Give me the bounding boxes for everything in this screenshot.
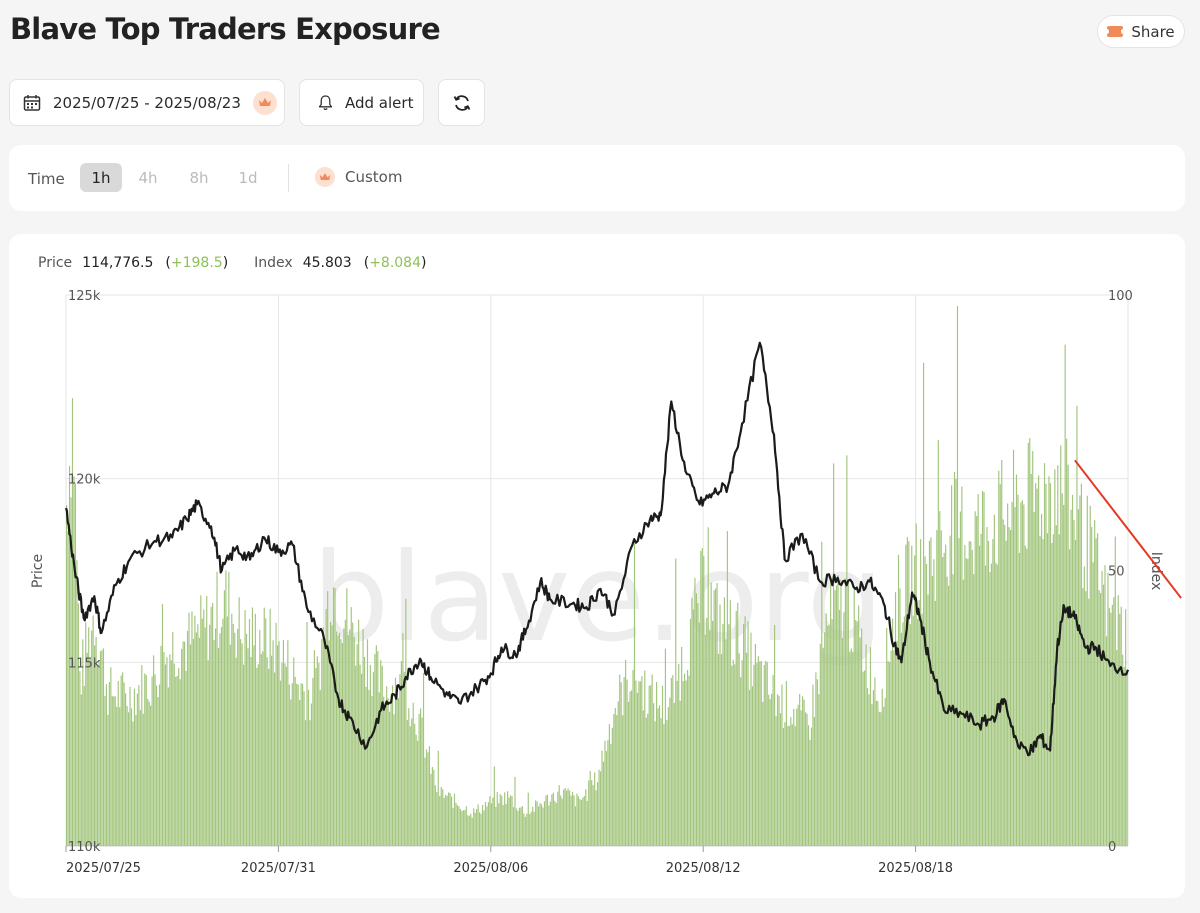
- refresh-button[interactable]: [438, 79, 485, 126]
- share-button[interactable]: Share: [1097, 15, 1185, 48]
- date-range-picker[interactable]: 2025/07/25 - 2025/08/23: [9, 79, 285, 126]
- chart-panel: [9, 234, 1185, 898]
- timeframe-8h[interactable]: 8h: [189, 168, 209, 187]
- date-range-text: 2025/07/25 - 2025/08/23: [53, 93, 241, 112]
- refresh-icon: [453, 94, 470, 111]
- add-alert-label: Add alert: [345, 93, 414, 112]
- price-legend-value: 114,776.5: [82, 255, 154, 271]
- index-legend-value: 45.803: [302, 255, 352, 271]
- timeframe-panel: Time 1h 4h 8h 1d Custom: [9, 145, 1185, 211]
- custom-label: Custom: [345, 168, 403, 186]
- timeframe-4h[interactable]: 4h: [138, 168, 158, 187]
- index-legend-change: +8.084: [369, 255, 421, 271]
- share-label: Share: [1131, 22, 1175, 41]
- ticket-icon: [1105, 26, 1126, 37]
- chart-legend: Price 114,776.5 (+198.5) Index 45.803 (+…: [38, 255, 427, 271]
- add-alert-button[interactable]: Add alert: [299, 79, 424, 126]
- price-legend-label: Price: [38, 255, 73, 271]
- timeframe-1d[interactable]: 1d: [238, 168, 258, 187]
- time-label: Time: [28, 170, 65, 188]
- price-legend-change: +198.5: [170, 255, 223, 271]
- index-legend-label: Index: [254, 255, 293, 271]
- custom-timeframe-button[interactable]: Custom: [315, 167, 402, 187]
- crown-icon: [252, 90, 277, 115]
- bell-icon: [318, 95, 333, 111]
- divider: [288, 164, 289, 192]
- timeframe-1h[interactable]: 1h: [80, 163, 122, 192]
- crown-icon: [315, 167, 335, 187]
- calendar-icon: [23, 94, 41, 111]
- page-title: Blave Top Traders Exposure: [10, 12, 441, 46]
